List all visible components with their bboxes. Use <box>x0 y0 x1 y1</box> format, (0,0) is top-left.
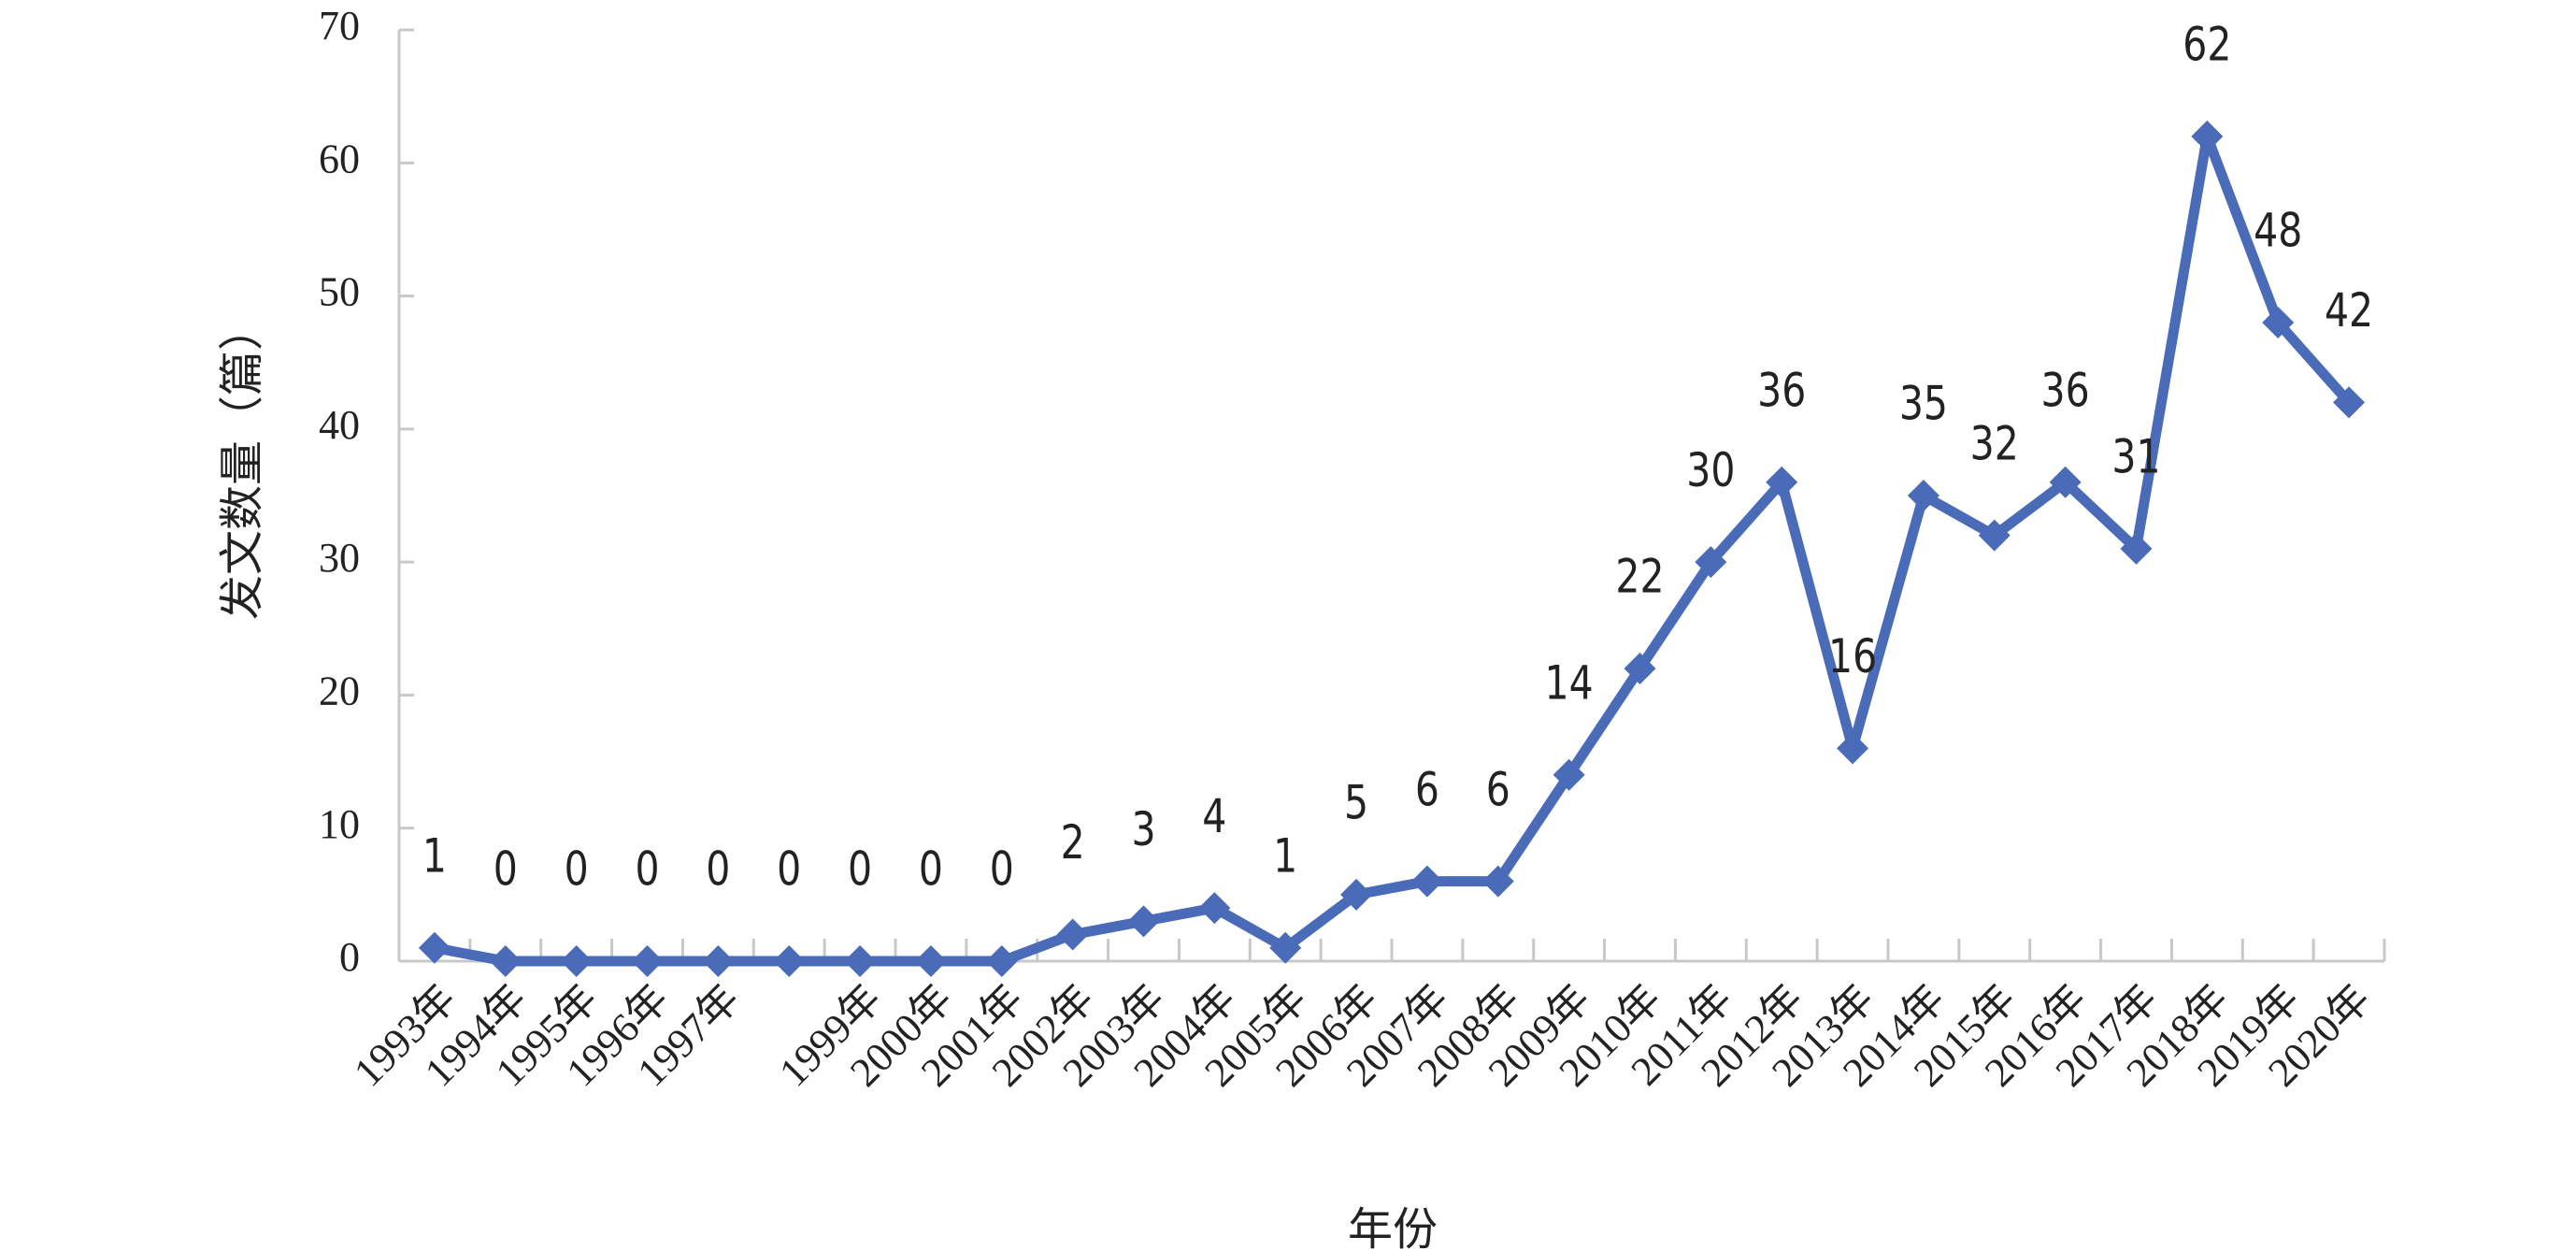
data-label: 16 <box>1828 629 1877 683</box>
marker <box>631 945 664 977</box>
x-axis-title: 年份 <box>1348 1203 1438 1251</box>
marker <box>2333 386 2366 419</box>
marker <box>2049 466 2082 498</box>
data-label: 0 <box>919 842 943 897</box>
data-label: 36 <box>2041 364 2090 418</box>
marker <box>1695 546 1727 579</box>
y-tick-label: 30 <box>319 535 360 581</box>
marker <box>1624 652 1656 684</box>
marker <box>914 945 947 977</box>
data-label: 35 <box>1899 377 1948 431</box>
marker <box>1056 918 1089 951</box>
y-tick-label: 50 <box>319 269 360 315</box>
marker <box>1978 519 2011 552</box>
marker <box>2191 120 2224 152</box>
marker <box>560 945 593 977</box>
marker <box>1553 758 1585 791</box>
marker <box>418 931 451 964</box>
data-label: 14 <box>1545 656 1594 711</box>
y-tick-label: 20 <box>319 669 360 714</box>
data-label: 6 <box>1486 762 1510 816</box>
marker <box>2120 532 2153 565</box>
data-label: 32 <box>1970 416 2019 470</box>
y-axis-title: 发文数量（篇） <box>216 306 268 620</box>
data-label: 42 <box>2325 283 2373 338</box>
data-label: 5 <box>1344 776 1368 830</box>
data-label: 2 <box>1061 815 1085 870</box>
marker <box>2262 307 2295 339</box>
data-label: 36 <box>1757 364 1806 418</box>
marker <box>985 945 1018 977</box>
marker <box>773 945 806 977</box>
data-label: 62 <box>2182 18 2231 72</box>
y-tick-label: 40 <box>319 402 360 448</box>
y-tick-label: 10 <box>319 801 360 847</box>
data-label: 0 <box>565 842 589 897</box>
marker <box>1481 865 1514 898</box>
data-label: 0 <box>706 842 730 897</box>
data-label: 4 <box>1202 789 1226 843</box>
marker <box>489 945 522 977</box>
data-label: 48 <box>2254 204 2302 258</box>
marker <box>1766 466 1798 498</box>
data-label: 1 <box>422 829 447 884</box>
data-label: 3 <box>1131 802 1155 856</box>
data-label: 0 <box>777 842 801 897</box>
data-label: 31 <box>2111 430 2160 484</box>
marker <box>1198 892 1231 925</box>
marker <box>702 945 735 977</box>
marker <box>1907 480 1939 511</box>
data-label: 1 <box>1273 829 1297 884</box>
data-label: 22 <box>1615 550 1664 604</box>
y-tick-label: 60 <box>319 136 360 181</box>
marker <box>1410 865 1443 898</box>
data-label: 0 <box>990 842 1014 897</box>
marker <box>1837 732 1869 765</box>
data-label: 0 <box>848 842 872 897</box>
line <box>433 131 2354 967</box>
marker <box>844 945 877 977</box>
data-label: 0 <box>635 842 659 897</box>
data-label: 30 <box>1686 443 1735 497</box>
y-tick-label: 70 <box>319 3 360 49</box>
marker <box>1340 878 1373 911</box>
marker <box>1269 931 1302 964</box>
marker <box>1127 905 1160 938</box>
data-label: 6 <box>1415 762 1439 816</box>
y-tick-label: 0 <box>339 934 360 980</box>
data-label: 0 <box>494 842 518 897</box>
